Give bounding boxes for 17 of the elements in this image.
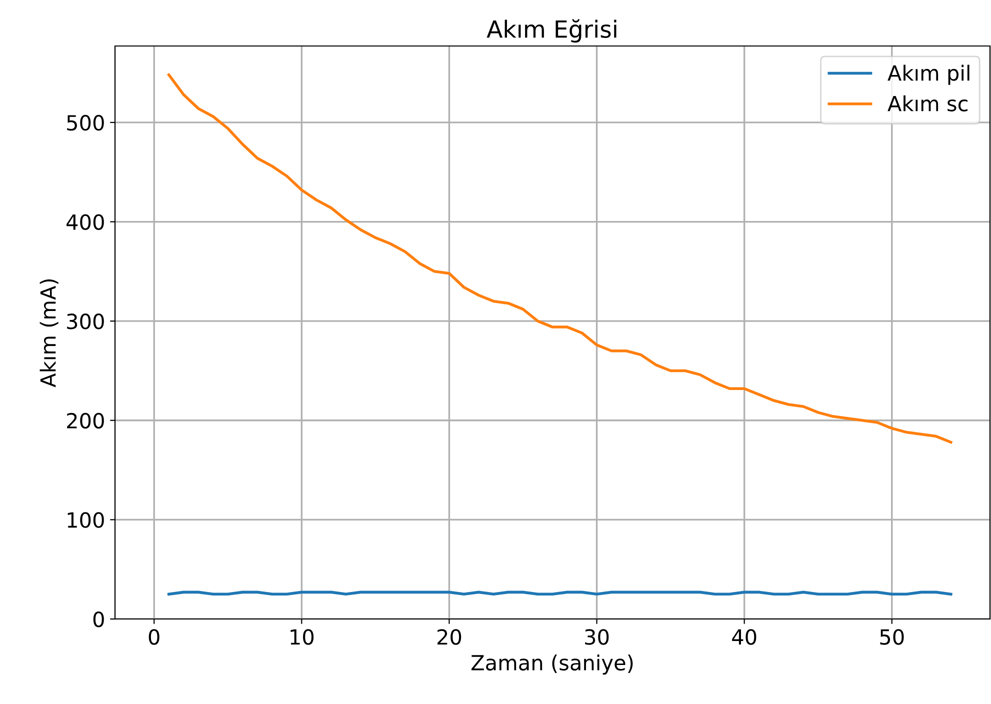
x-tick-label: 50 — [880, 629, 904, 645]
x-tick-label: 30 — [585, 629, 609, 645]
chart-title: Akım Eğrisi — [486, 19, 616, 43]
legend-label: Akım pil — [888, 64, 970, 85]
x-tick-label: 20 — [437, 629, 462, 645]
x-tick-label: 40 — [732, 629, 756, 645]
y-tick-label: 100 — [68, 512, 104, 528]
y-tick-label: 500 — [67, 114, 104, 131]
y-axis-title: Akım (mA) — [40, 279, 58, 388]
y-tick-label: 300 — [67, 314, 104, 330]
y-tick-label: 200 — [67, 412, 104, 429]
y-tick-label: 400 — [66, 214, 104, 230]
x-axis-title: Zaman (saniye) — [471, 654, 633, 675]
x-tick-label: 0 — [148, 629, 160, 645]
x-tick-label: 10 — [290, 629, 314, 645]
y-tick-label: 0 — [93, 611, 104, 628]
legend-label: Akım sc — [888, 95, 968, 112]
